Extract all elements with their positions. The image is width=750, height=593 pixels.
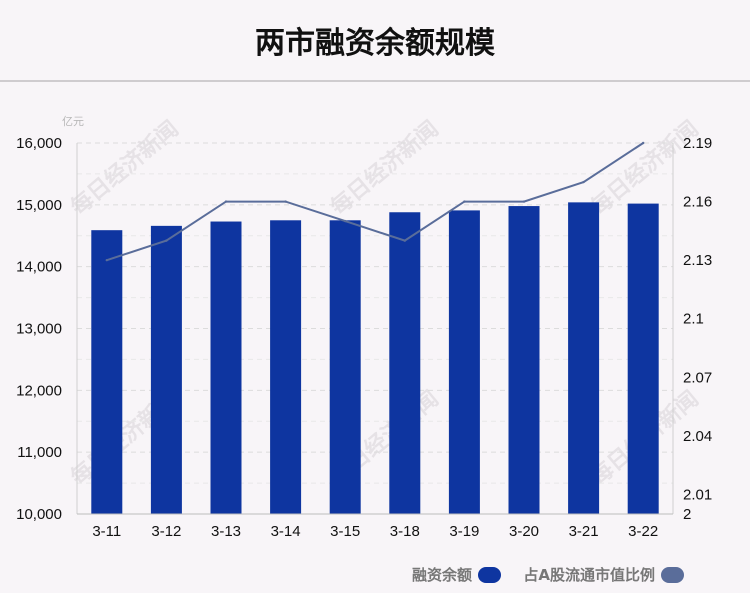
left-tick-label: 16,000: [16, 135, 62, 152]
line-point-3-22: [642, 141, 645, 145]
right-tick-label: 2: [683, 506, 691, 523]
legend-swatch-balance: [478, 567, 501, 583]
ratio-line: [106, 142, 644, 262]
right-tick-label: 2.07: [683, 369, 712, 386]
line-point-3-20: [522, 200, 526, 203]
x-tick-label: 3-21: [569, 523, 599, 540]
x-tick-label: 3-22: [628, 523, 658, 540]
line-series: [105, 141, 645, 262]
right-tick-label: 2.19: [683, 135, 712, 152]
legend-label-balance: 融资余额: [412, 566, 472, 584]
left-tick-label: 12,000: [16, 382, 62, 399]
bar-3-22: [627, 203, 659, 514]
legend-label-ratio: 占A股流通市值比例: [523, 566, 655, 584]
right-tick-label: 2.1: [683, 311, 704, 328]
left-tick-label: 15,000: [16, 197, 62, 214]
left-axis-unit: 亿元: [62, 115, 84, 128]
bar-3-19: [448, 210, 480, 515]
right-tick-label: 2.01: [683, 486, 712, 503]
line-point-3-12: [165, 239, 168, 242]
x-tick-label: 3-14: [271, 523, 301, 540]
line-point-3-14: [284, 200, 287, 203]
bar-3-11: [91, 230, 123, 514]
bar-3-20: [508, 206, 540, 514]
line-point-3-15: [344, 219, 347, 223]
left-tick-label: 10,000: [16, 506, 62, 523]
line-point-3-18: [403, 239, 406, 242]
left-tick-label: 13,000: [16, 321, 62, 338]
bar-3-13: [210, 221, 242, 515]
bar-3-15: [329, 220, 361, 514]
right-tick-label: 2.13: [683, 252, 712, 269]
left-tick-label: 14,000: [16, 259, 62, 276]
line-point-3-19: [463, 200, 466, 203]
x-tick-label: 3-18: [390, 523, 420, 540]
x-tick-label: 3-15: [330, 523, 360, 540]
chart-title: 两市融资余额规模: [255, 26, 495, 61]
line-point-3-13: [224, 200, 228, 203]
x-tick-label: 3-11: [92, 523, 121, 540]
bar-3-21: [568, 202, 600, 515]
x-tick-label: 3-19: [449, 523, 479, 540]
bar-3-18: [389, 212, 421, 514]
x-tick-label: 3-12: [151, 523, 181, 540]
right-tick-label: 2.16: [683, 194, 712, 211]
x-tick-label: 3-20: [509, 523, 539, 540]
bar-3-14: [270, 220, 302, 514]
legend: 融资余额 占A股流通市值比例: [412, 566, 684, 584]
left-tick-label: 11,000: [17, 444, 62, 461]
legend-swatch-ratio: [661, 567, 684, 583]
bar-3-12: [150, 225, 182, 514]
x-tick-label: 3-13: [211, 523, 241, 540]
right-tick-label: 2.04: [683, 428, 712, 445]
line-point-3-21: [582, 180, 585, 184]
bar-series: [91, 202, 659, 515]
title-divider: [0, 80, 750, 82]
axes: 10,000 11,000 12,000 13,000 14,000 15,000 16,0…: [16, 135, 712, 540]
line-point-3-11: [105, 258, 109, 262]
